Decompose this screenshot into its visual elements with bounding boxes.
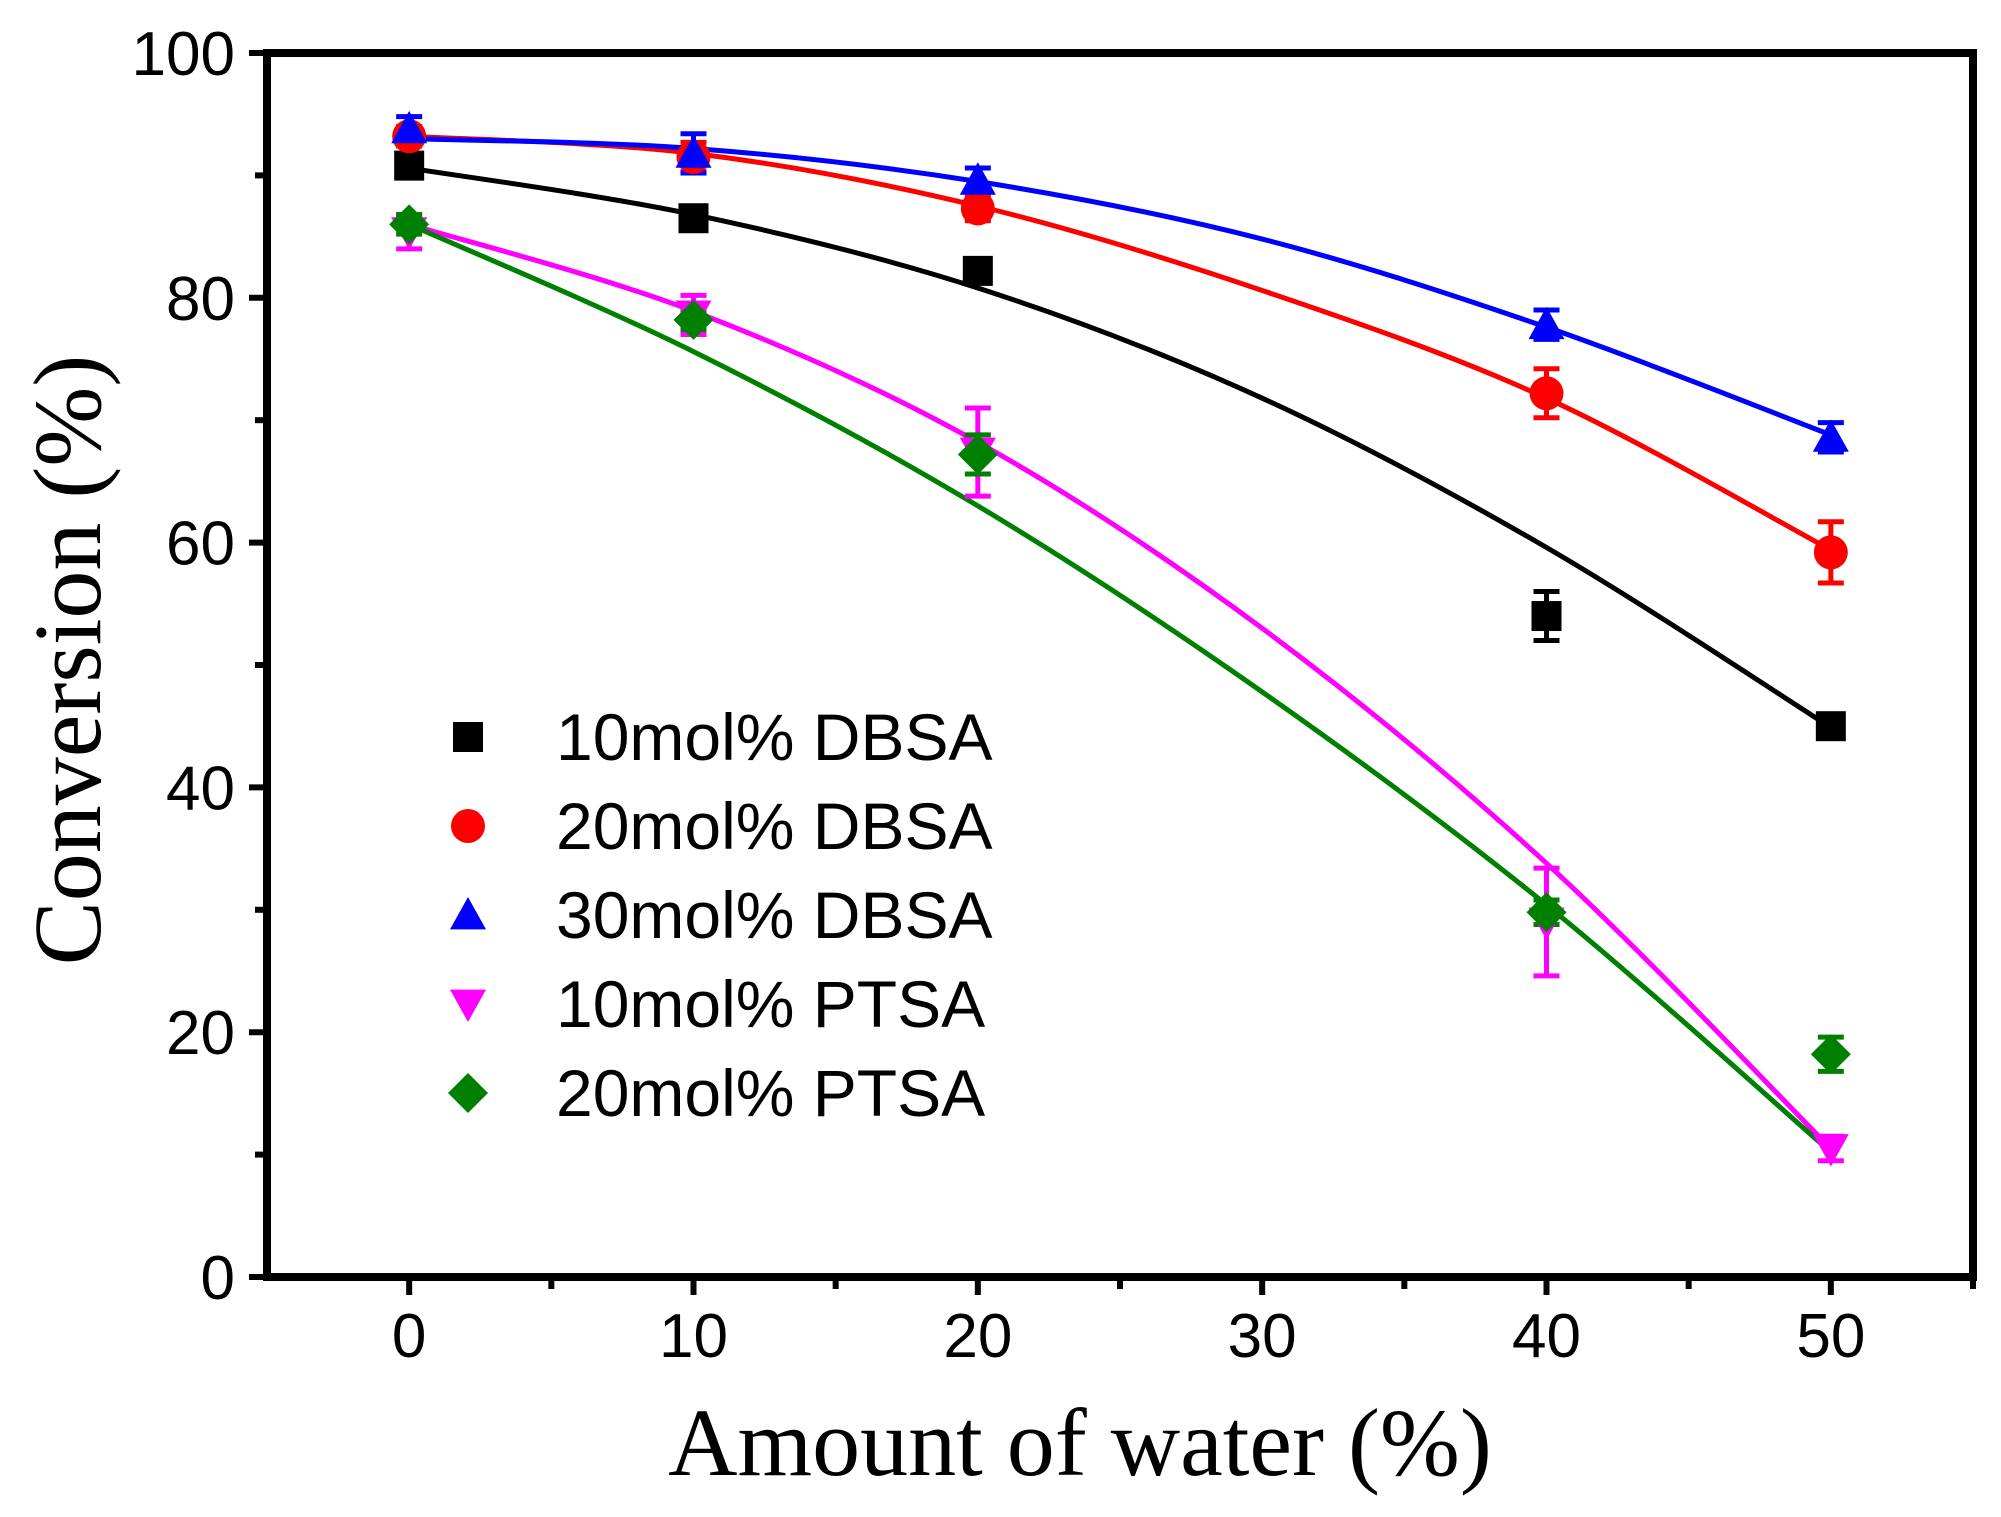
x-axis-title: Amount of water (%): [668, 1389, 1492, 1496]
legend-marker-20mol-ptsa: [448, 1073, 488, 1113]
data-point-20mol-dbsa: [1813, 535, 1848, 570]
data-point-30mol-dbsa: [1812, 419, 1849, 452]
legend-label-10mol-dbsa: 10mol% DBSA: [556, 700, 993, 774]
x-tick-label: 20: [943, 1302, 1012, 1371]
legend-label-30mol-dbsa: 30mol% DBSA: [556, 878, 993, 952]
y-tick-label: 60: [166, 510, 235, 579]
data-markers: [389, 110, 1851, 1167]
y-tick-label: 0: [201, 1244, 235, 1313]
legend-label-10mol-ptsa: 10mol% PTSA: [556, 967, 985, 1041]
legend: 10mol% DBSA 20mol% DBSA 30mol% DBSA 10mol% …: [448, 700, 993, 1130]
data-point-10mol-dbsa: [1531, 601, 1562, 632]
legend-label-20mol-dbsa: 20mol% DBSA: [556, 789, 993, 863]
data-point-20mol-ptsa: [1810, 1034, 1851, 1075]
y-tick-label: 40: [166, 754, 235, 823]
data-point-20mol-dbsa: [960, 191, 995, 226]
data-point-20mol-ptsa: [957, 434, 998, 475]
x-tick-label: 0: [392, 1302, 426, 1371]
y-axis-title: Conversion (%): [14, 355, 121, 966]
x-tick-label: 50: [1796, 1302, 1865, 1371]
axis-ticks: [249, 50, 1976, 1295]
y-tick-label: 20: [166, 999, 235, 1068]
data-point-10mol-dbsa: [678, 203, 709, 234]
fit-line-10mol-ptsa: [408, 221, 1833, 1151]
fit-line-10mol-dbsa: [408, 165, 1833, 730]
tick-labels: 0 10 20 30 40 50 0 20 40 60 80 100: [132, 20, 1866, 1371]
legend-marker-10mol-ptsa: [450, 989, 486, 1022]
y-tick-label: 80: [166, 265, 235, 334]
fit-line-20mol-ptsa: [408, 222, 1833, 1155]
data-point-20mol-ptsa: [389, 204, 430, 245]
legend-marker-10mol-dbsa: [453, 722, 483, 752]
data-point-10mol-dbsa: [394, 150, 425, 181]
data-point-20mol-ptsa: [673, 299, 714, 340]
data-point-30mol-dbsa: [1528, 306, 1565, 340]
x-tick-label: 40: [1512, 1302, 1581, 1371]
data-point-20mol-dbsa: [1529, 376, 1564, 411]
legend-marker-20mol-dbsa: [451, 809, 485, 843]
data-point-10mol-dbsa: [1815, 711, 1846, 742]
y-tick-label: 100: [132, 20, 235, 89]
x-tick-label: 30: [1228, 1302, 1297, 1371]
legend-marker-30mol-dbsa: [450, 897, 486, 930]
data-point-30mol-dbsa: [675, 135, 712, 168]
data-point-30mol-dbsa: [391, 110, 428, 144]
data-point-10mol-ptsa: [1812, 1134, 1849, 1167]
fit-curves: [408, 133, 1833, 1155]
legend-label-20mol-ptsa: 20mol% PTSA: [556, 1056, 985, 1130]
data-point-20mol-ptsa: [1526, 892, 1567, 933]
fit-line-30mol-dbsa: [409, 136, 1832, 438]
data-point-10mol-dbsa: [962, 255, 993, 286]
data-point-30mol-dbsa: [959, 162, 996, 195]
x-tick-label: 10: [659, 1302, 728, 1371]
fit-line-20mol-dbsa: [409, 133, 1833, 553]
